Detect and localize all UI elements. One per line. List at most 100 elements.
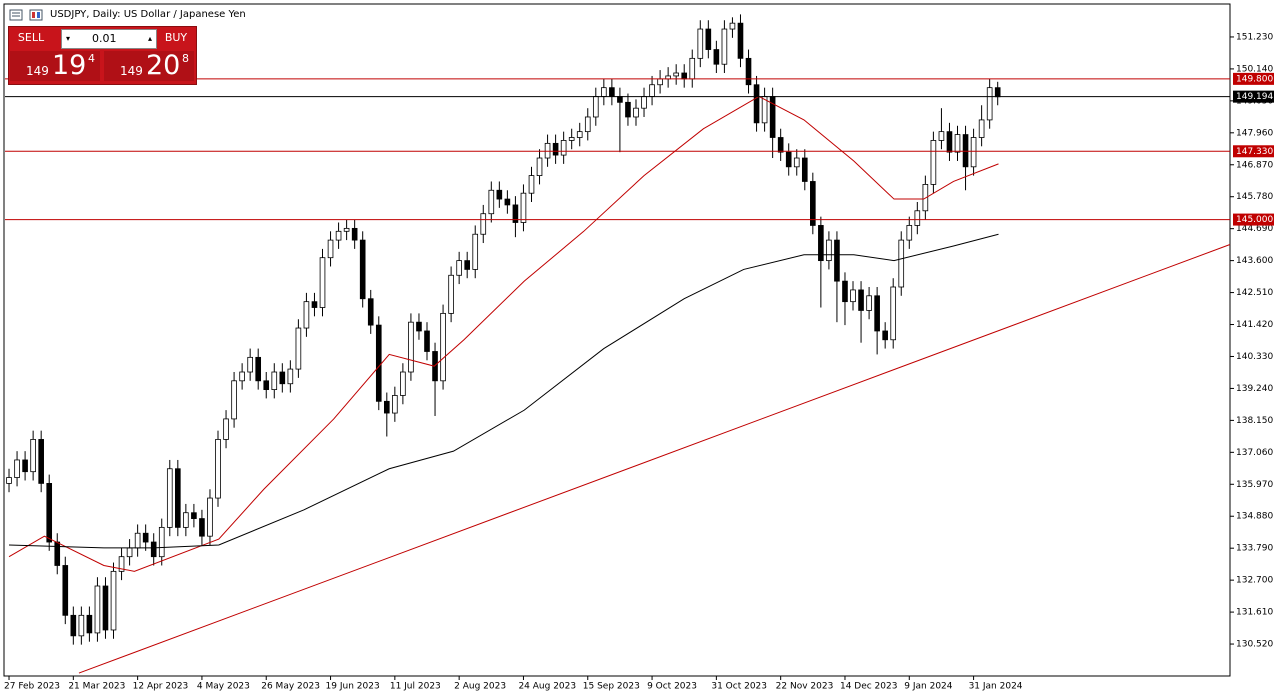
candle-body	[745, 57, 752, 86]
y-tick-label: 145.780	[1236, 192, 1273, 202]
icon	[9, 9, 23, 21]
candle-body	[528, 175, 535, 194]
candle-body	[842, 280, 848, 303]
plot	[6, 14, 1231, 674]
y-tick-label: 143.600	[1236, 256, 1273, 266]
candle-body	[858, 289, 864, 311]
candle-body	[175, 468, 181, 528]
x-tick-label: 15 Sep 2023	[583, 682, 640, 692]
candle-body	[440, 312, 446, 382]
x-tick-label: 27 Feb 2023	[4, 682, 60, 692]
candle-body	[946, 131, 953, 153]
buy-button[interactable]: BUY	[164, 31, 188, 44]
y-tick-label: 142.510	[1236, 288, 1273, 298]
ask-small: 8	[182, 52, 189, 65]
candle-body	[584, 116, 591, 133]
candle-body	[424, 330, 430, 352]
candle-body	[392, 395, 398, 414]
candle-body	[70, 614, 77, 637]
sell-button[interactable]: SELL	[17, 31, 45, 44]
candle-body	[496, 189, 503, 200]
candle-body	[359, 239, 366, 300]
y-tick-label: 151.230	[1236, 32, 1273, 42]
candle-body	[560, 140, 567, 156]
candle-body	[94, 585, 101, 634]
chart-title: USDJPY, Daily: US Dollar / Japanese Yen	[50, 9, 246, 20]
candle-body	[118, 556, 125, 572]
candle-body	[287, 368, 294, 385]
candle-body	[657, 78, 663, 86]
candle-body	[303, 301, 310, 329]
candle-body	[142, 532, 149, 543]
candle-body	[464, 260, 470, 270]
bid-price[interactable]: 149 19 4	[10, 50, 100, 81]
candle-body	[689, 57, 696, 80]
candle-body	[866, 295, 872, 311]
y-tick-label: 150.140	[1236, 64, 1273, 74]
candle-body	[38, 439, 44, 484]
candle-body	[681, 72, 688, 80]
candle-body	[890, 286, 897, 341]
header-icons	[9, 9, 43, 21]
candle-body	[713, 49, 720, 65]
y-tick-label: 130.520	[1236, 640, 1273, 650]
y-tick-label: 140.330	[1236, 352, 1273, 362]
candle-body	[14, 459, 20, 478]
candle-body	[78, 614, 85, 637]
candle-body	[400, 371, 406, 396]
candle-body	[705, 28, 712, 50]
level-tag	[1233, 72, 1274, 85]
candle-body	[882, 330, 888, 341]
x-tick-label: 4 May 2023	[197, 682, 250, 692]
candle-body	[166, 468, 173, 528]
candle-body	[592, 96, 599, 118]
candle-body	[874, 295, 880, 332]
candle-body	[351, 227, 358, 241]
x-tick-label: 31 Oct 2023	[711, 682, 767, 692]
level-label: 149.194	[1236, 92, 1273, 102]
candle-body	[480, 213, 487, 235]
ask-price[interactable]: 149 20 8	[104, 50, 194, 81]
candle-body	[793, 157, 800, 168]
y-tick-label: 131.610	[1236, 608, 1273, 618]
y-tick-label: 134.880	[1236, 512, 1273, 522]
lot-value: 0.01	[92, 32, 117, 45]
candle-body	[850, 289, 856, 303]
candle-body	[641, 96, 647, 109]
candle-body	[102, 585, 109, 631]
candle-body	[544, 142, 551, 159]
y-tick-label: 139.240	[1236, 384, 1273, 394]
y-tick-label: 141.420	[1236, 320, 1273, 330]
candle-body	[375, 324, 382, 402]
y-tick-label: 132.700	[1236, 576, 1273, 586]
candle-body	[46, 483, 53, 543]
candle-body	[456, 260, 462, 276]
y-tick-label: 133.790	[1236, 544, 1273, 554]
candle-body	[335, 230, 342, 241]
candle-body	[633, 107, 639, 118]
bid-small: 4	[88, 52, 95, 65]
y-tick-label: 135.970	[1236, 480, 1273, 490]
candle-body	[649, 84, 655, 97]
candle-body	[263, 380, 270, 391]
y-tick-label: 147.960	[1236, 128, 1273, 138]
candle-body	[785, 151, 792, 168]
candle-body	[609, 87, 615, 97]
candle-body	[568, 137, 575, 141]
candle-body	[223, 418, 229, 440]
candle-body	[737, 22, 744, 59]
lot-input[interactable]: ▾ 0.01 ▴	[61, 29, 157, 49]
candle-body	[601, 87, 607, 97]
y-tick-label: 144.690	[1236, 224, 1273, 234]
candle-body	[818, 225, 824, 262]
candle-body	[343, 227, 350, 232]
candle-body	[295, 327, 302, 370]
lot-up[interactable]: ▴	[147, 34, 152, 43]
candle-body	[247, 356, 253, 373]
level-label: 149.800	[1236, 74, 1273, 84]
candle-body	[327, 239, 334, 259]
x-tick-label: 12 Apr 2023	[133, 682, 189, 692]
icon	[37, 12, 40, 18]
candle-body	[914, 210, 921, 226]
lot-down[interactable]: ▾	[66, 34, 71, 43]
